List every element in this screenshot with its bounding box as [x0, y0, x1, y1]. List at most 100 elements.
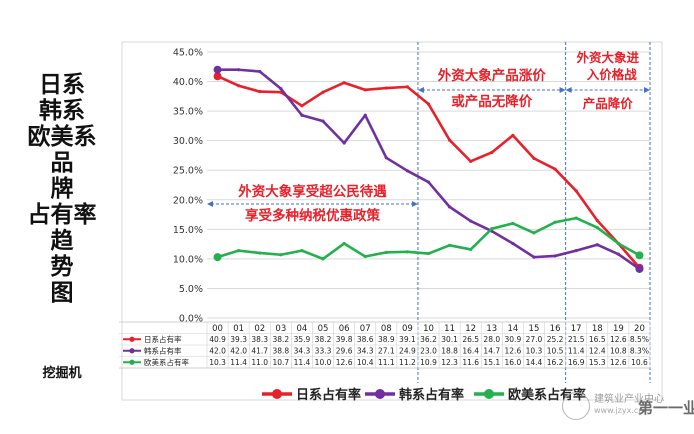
data-point [447, 205, 452, 209]
data-label: 8.3% [630, 347, 649, 356]
data-label: 30.9 [505, 335, 522, 344]
data-label: 10.0 [315, 358, 332, 367]
x-tick-label: 15 [529, 324, 540, 334]
y-tick-label: 45.0% [173, 48, 203, 59]
y-tick-label: 10.0% [173, 254, 203, 265]
data-point [321, 119, 325, 123]
data-point [384, 250, 388, 254]
series-line [217, 68, 641, 271]
data-point [384, 86, 388, 90]
y-tick-label: 35.0% [173, 107, 203, 118]
data-point [553, 220, 557, 224]
table-legend-marker [129, 348, 135, 354]
data-label: 27.1 [378, 347, 395, 356]
data-point [342, 141, 346, 145]
x-tick-label: 04 [297, 324, 308, 334]
annotation-arrowhead [559, 87, 566, 93]
table-series-name: 韩系占有率 [144, 346, 182, 356]
x-tick-label: 01 [233, 324, 244, 334]
x-tick-label: 08 [381, 324, 392, 334]
data-point [258, 251, 262, 255]
data-label: 34.3 [357, 347, 374, 356]
watermark-line2: www.jzyx.cn [594, 406, 644, 415]
watermark: 建筑业产业中心 www.jzyx.cn 第一一业 [562, 390, 694, 424]
side-title-line: 趋 [50, 228, 74, 254]
data-point [300, 249, 304, 253]
data-point [279, 87, 283, 91]
data-label: 12.3 [441, 358, 458, 367]
data-point [490, 227, 494, 231]
data-label: 8.5% [630, 335, 649, 344]
data-label: 42.0 [230, 347, 247, 356]
data-label: 12.6 [610, 335, 627, 344]
data-point [532, 231, 536, 235]
x-tick-label: 18 [592, 324, 603, 334]
data-point [595, 243, 599, 247]
data-label: 16.9 [568, 358, 585, 367]
y-tick-label: 25.0% [173, 166, 203, 177]
data-point [532, 255, 536, 259]
x-tick-label: 00 [212, 324, 223, 334]
side-title-line: 日系 [39, 72, 85, 98]
x-tick-label: 06 [339, 324, 350, 334]
data-label: 11.6 [462, 358, 479, 367]
data-label: 38.6 [357, 335, 374, 344]
data-point [426, 180, 431, 184]
data-label: 15.1 [483, 358, 500, 367]
data-label: 12.6 [336, 358, 353, 367]
annotation-arrowhead [207, 201, 213, 207]
side-title-line: 韩系 [39, 98, 85, 124]
data-point [321, 90, 325, 94]
data-label: 14.4 [526, 358, 543, 367]
data-label: 11.4 [294, 358, 311, 367]
data-point [553, 167, 557, 171]
annotation-text: 入价格战 [587, 67, 638, 82]
data-label: 27.0 [526, 335, 543, 344]
data-label: 18.8 [441, 347, 458, 356]
y-tick-label: 30.0% [173, 136, 203, 147]
data-label: 30.1 [441, 335, 458, 344]
x-tick-label: 20 [634, 324, 645, 334]
legend-label: 韩系占有率 [399, 387, 464, 403]
annotation-text: 外资大象进 [576, 50, 640, 65]
data-point [616, 252, 620, 256]
legend-marker [375, 389, 385, 399]
data-point [300, 104, 304, 108]
x-tick-label: 11 [444, 324, 455, 334]
table-legend-marker [129, 359, 135, 365]
side-title-line: 图 [50, 280, 74, 306]
data-label: 15.3 [589, 358, 606, 367]
data-label: 29.6 [336, 347, 353, 356]
data-label: 11.2 [399, 358, 416, 367]
data-label: 10.5 [547, 347, 564, 356]
data-label: 16.5 [589, 335, 606, 344]
data-label: 38.2 [315, 335, 332, 344]
data-label: 10.3 [209, 358, 226, 367]
data-label: 11.4 [568, 347, 585, 356]
annotation-arrowhead [565, 87, 572, 93]
data-label: 39.8 [336, 335, 353, 344]
data-point [342, 81, 346, 85]
table-legend-marker [129, 336, 135, 342]
data-label: 10.9 [420, 358, 437, 367]
data-label: 12.6 [610, 358, 627, 367]
watermark-line3: 第一一业 [638, 399, 694, 417]
legend-label: 日系占有率 [296, 387, 361, 403]
data-label: 16.4 [462, 347, 479, 356]
data-point [426, 251, 431, 256]
side-subtitle: 挖掘机 [42, 366, 82, 381]
data-label: 12.6 [505, 347, 522, 356]
data-label: 12.4 [589, 347, 606, 356]
x-tick-label: 16 [550, 324, 561, 334]
data-label: 16.2 [547, 358, 564, 367]
data-point [511, 241, 515, 246]
watermark-logo-icon [562, 392, 590, 420]
data-point [447, 138, 452, 142]
data-point [574, 249, 578, 253]
data-point [342, 241, 346, 246]
data-point [553, 254, 557, 258]
data-point [426, 102, 431, 106]
data-point [405, 169, 410, 173]
annotation-text: 或产品无降价 [451, 93, 532, 110]
data-point [213, 65, 222, 74]
